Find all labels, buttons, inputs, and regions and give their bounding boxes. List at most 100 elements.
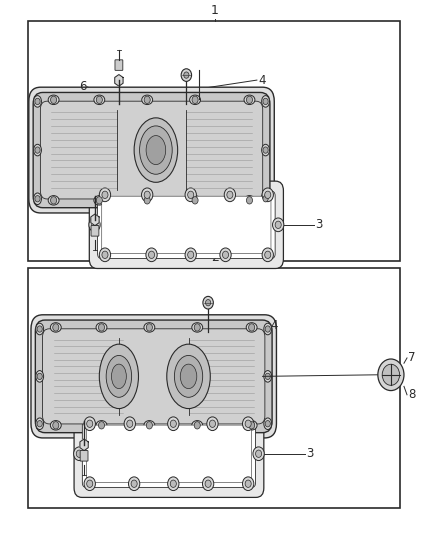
Circle shape <box>37 326 42 332</box>
Circle shape <box>74 447 85 461</box>
Circle shape <box>263 196 268 202</box>
Ellipse shape <box>94 95 105 104</box>
Circle shape <box>265 421 270 427</box>
Circle shape <box>96 197 102 204</box>
Ellipse shape <box>94 196 105 205</box>
Circle shape <box>253 447 264 461</box>
Text: 5: 5 <box>68 175 75 188</box>
Ellipse shape <box>264 370 272 382</box>
Circle shape <box>265 326 270 332</box>
Circle shape <box>35 196 40 202</box>
Circle shape <box>141 188 153 201</box>
FancyBboxPatch shape <box>115 60 123 70</box>
Circle shape <box>224 188 236 201</box>
Circle shape <box>272 218 284 232</box>
Ellipse shape <box>261 95 269 107</box>
Ellipse shape <box>50 322 61 332</box>
Circle shape <box>243 477 254 490</box>
Circle shape <box>262 188 273 201</box>
Circle shape <box>84 477 95 490</box>
Circle shape <box>245 420 251 427</box>
Circle shape <box>53 324 59 331</box>
Circle shape <box>203 296 213 309</box>
Circle shape <box>84 417 95 431</box>
Circle shape <box>170 480 177 487</box>
Circle shape <box>37 421 42 427</box>
FancyBboxPatch shape <box>80 450 88 461</box>
Circle shape <box>194 422 200 429</box>
Ellipse shape <box>36 418 44 430</box>
Ellipse shape <box>246 322 257 332</box>
Circle shape <box>128 477 140 490</box>
Circle shape <box>205 480 211 487</box>
Circle shape <box>124 417 135 431</box>
Ellipse shape <box>146 135 166 165</box>
Circle shape <box>378 359 404 391</box>
Text: 8: 8 <box>408 388 416 401</box>
Circle shape <box>76 450 82 457</box>
Ellipse shape <box>167 344 210 409</box>
Ellipse shape <box>190 95 201 104</box>
Ellipse shape <box>246 421 257 430</box>
Circle shape <box>275 221 281 229</box>
Ellipse shape <box>106 356 132 397</box>
Circle shape <box>127 420 133 427</box>
Circle shape <box>35 147 40 153</box>
Ellipse shape <box>192 421 203 430</box>
Circle shape <box>99 324 105 331</box>
Ellipse shape <box>34 193 42 205</box>
Circle shape <box>262 248 273 262</box>
Ellipse shape <box>261 144 269 156</box>
Circle shape <box>99 188 111 201</box>
Ellipse shape <box>96 322 107 332</box>
Ellipse shape <box>192 322 203 332</box>
Circle shape <box>102 251 108 259</box>
Ellipse shape <box>261 193 269 205</box>
Circle shape <box>50 96 57 103</box>
Circle shape <box>187 251 194 259</box>
FancyBboxPatch shape <box>98 191 275 259</box>
FancyBboxPatch shape <box>29 87 274 213</box>
Ellipse shape <box>34 95 42 107</box>
Text: 4: 4 <box>270 319 278 332</box>
Ellipse shape <box>144 322 155 332</box>
Circle shape <box>168 477 179 490</box>
Circle shape <box>131 480 137 487</box>
FancyBboxPatch shape <box>74 410 264 497</box>
Ellipse shape <box>264 323 272 335</box>
FancyBboxPatch shape <box>35 320 272 433</box>
Ellipse shape <box>48 196 59 205</box>
Ellipse shape <box>111 364 126 389</box>
Circle shape <box>223 251 229 259</box>
Circle shape <box>144 191 150 198</box>
Circle shape <box>144 96 150 103</box>
Text: 6: 6 <box>79 80 86 93</box>
Bar <box>28 21 399 261</box>
FancyBboxPatch shape <box>91 225 99 236</box>
Text: 3: 3 <box>315 219 322 231</box>
Ellipse shape <box>264 418 272 430</box>
Circle shape <box>87 480 93 487</box>
Ellipse shape <box>142 95 152 104</box>
Text: 3: 3 <box>306 447 314 460</box>
Circle shape <box>247 96 253 103</box>
Ellipse shape <box>36 370 44 382</box>
FancyBboxPatch shape <box>31 315 276 438</box>
Circle shape <box>245 480 251 487</box>
Circle shape <box>249 422 254 429</box>
Bar <box>28 269 399 508</box>
FancyBboxPatch shape <box>102 196 271 253</box>
Circle shape <box>146 248 157 262</box>
Circle shape <box>192 96 198 103</box>
Circle shape <box>243 417 254 431</box>
Circle shape <box>181 69 191 82</box>
Circle shape <box>220 248 231 262</box>
FancyBboxPatch shape <box>87 425 251 482</box>
Circle shape <box>99 422 105 429</box>
Circle shape <box>102 191 108 198</box>
Ellipse shape <box>140 126 172 174</box>
Polygon shape <box>115 75 123 86</box>
Circle shape <box>249 324 254 331</box>
Circle shape <box>205 300 211 306</box>
Circle shape <box>209 420 215 427</box>
